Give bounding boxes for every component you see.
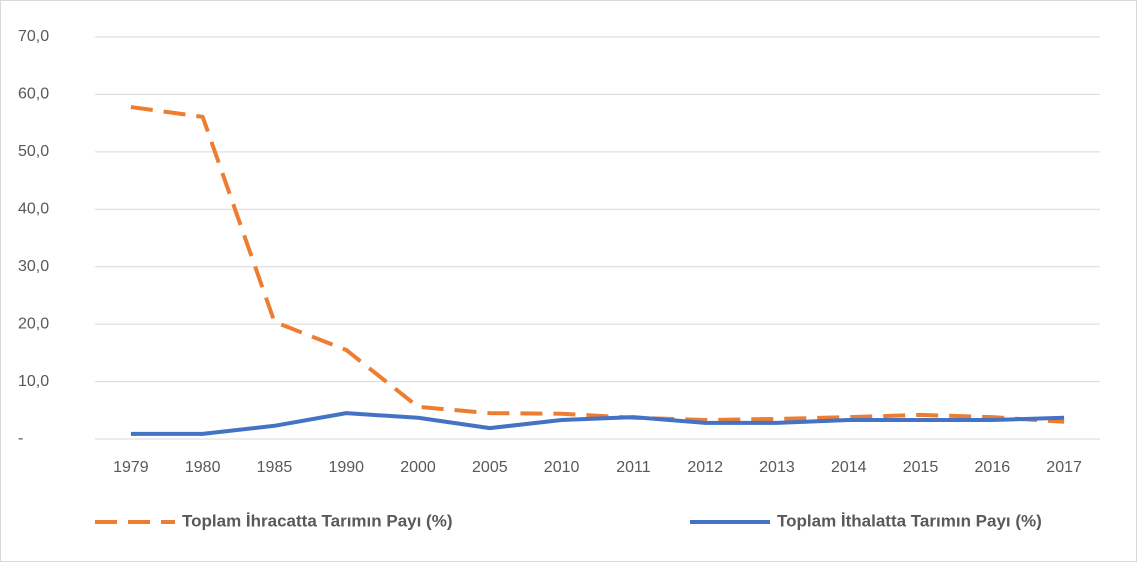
y-tick-label: 70,0 (18, 28, 49, 45)
x-tick-label: 1990 (328, 459, 364, 476)
series-line (130, 411, 1065, 436)
x-tick-label: 2010 (544, 459, 580, 476)
x-tick-label: 2012 (687, 459, 723, 476)
x-tick-label: 1980 (185, 459, 221, 476)
legend-label: Toplam İhracatta Tarımın Payı (%) (182, 511, 453, 530)
y-tick-label: 60,0 (18, 86, 49, 103)
y-tick-label: 20,0 (18, 315, 49, 332)
x-tick-label: 2014 (831, 459, 867, 476)
x-tick-label: 2013 (759, 459, 795, 476)
x-tick-label: 2005 (472, 459, 508, 476)
x-tick-label: 1979 (113, 459, 149, 476)
y-tick-label: 10,0 (18, 373, 49, 390)
y-tick-label: 40,0 (18, 201, 49, 218)
x-tick-label: 2011 (616, 459, 651, 476)
series-line (130, 105, 1065, 424)
legend-label: Toplam İthalatta Tarımın Payı (%) (777, 511, 1042, 530)
x-tick-label: 1985 (257, 459, 293, 476)
x-tick-label: 2016 (975, 459, 1011, 476)
y-tick-label: 50,0 (18, 143, 49, 160)
y-tick-label: - (18, 430, 23, 447)
x-tick-label: 2000 (400, 459, 436, 476)
y-tick-label: 30,0 (18, 258, 49, 275)
x-tick-label: 2015 (903, 459, 939, 476)
x-tick-label: 2017 (1046, 459, 1082, 476)
